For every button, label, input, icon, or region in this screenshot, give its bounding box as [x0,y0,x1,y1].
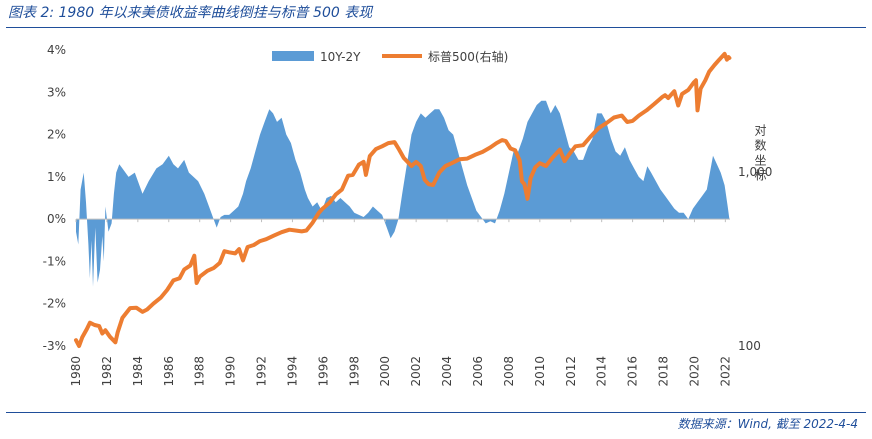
x-tick-label: 1996 [316,356,330,387]
x-tick-label: 1992 [255,356,269,387]
legend-swatch-10y-2y [272,51,314,61]
left-tick-label: 1% [47,170,66,184]
series-line-sp500 [74,51,732,348]
x-tick-label: 2002 [409,356,423,387]
x-tick-label: 1982 [100,356,114,387]
x-tick-label: 2016 [626,356,640,387]
x-tick-label: 2004 [440,356,454,387]
x-axis-ticks: 1980 1982 1984 1986 1988 1990 1992 1994 1996 1998… [69,219,732,387]
series-area-10y-2y [76,100,730,287]
title-rule [6,27,866,28]
x-tick-label: 2020 [687,356,701,387]
left-tick-label: 3% [47,85,66,99]
legend-label-sp500: 标普500(右轴) [428,49,508,64]
source-note: 数据来源：Wind, 截至 2022-4-4 [677,417,858,431]
left-tick-label: 4% [47,43,66,57]
spread-area-layer [76,100,730,287]
x-tick-label: 2008 [502,356,516,387]
legend-label-10y-2y: 10Y-2Y [320,50,361,64]
x-tick-label: 1984 [131,356,145,387]
left-axis-ticks: -3% -2% -1% 0% 1% 2% 3% 4% [43,43,66,353]
x-tick-label: 1998 [347,356,361,387]
x-tick-label: 2000 [378,356,392,387]
left-tick-label: -3% [43,339,66,353]
left-tick-label: -2% [43,297,66,311]
x-tick-label: 2014 [595,356,609,387]
left-tick-label: 2% [47,128,66,142]
left-tick-label: -1% [43,254,66,268]
x-tick-label: 2010 [533,356,547,387]
legend: 10Y-2Y 标普500(右轴) [272,49,508,64]
footer-rule [6,412,866,413]
right-axis-label: 对数坐标 [753,124,767,184]
x-tick-label: 1988 [193,356,207,387]
x-tick-label: 2012 [564,356,578,387]
x-tick-label: 1990 [224,356,238,387]
right-tick-label: 1,000 [738,165,772,179]
figure-title: 图表 2: 1980 年以来美债收益率曲线倒挂与标普 500 表现 [8,5,373,21]
left-tick-label: 0% [47,212,66,226]
right-axis-ticks: 100 1,000 [738,165,772,353]
x-tick-label: 2018 [657,356,671,387]
x-tick-label: 2006 [471,356,485,387]
right-tick-label: 100 [738,339,761,353]
x-tick-label: 1994 [285,356,299,387]
x-tick-label: 2022 [718,356,732,387]
x-tick-label: 1980 [69,356,83,387]
x-tick-label: 1986 [162,356,176,387]
sp500-line-layer [74,51,732,348]
